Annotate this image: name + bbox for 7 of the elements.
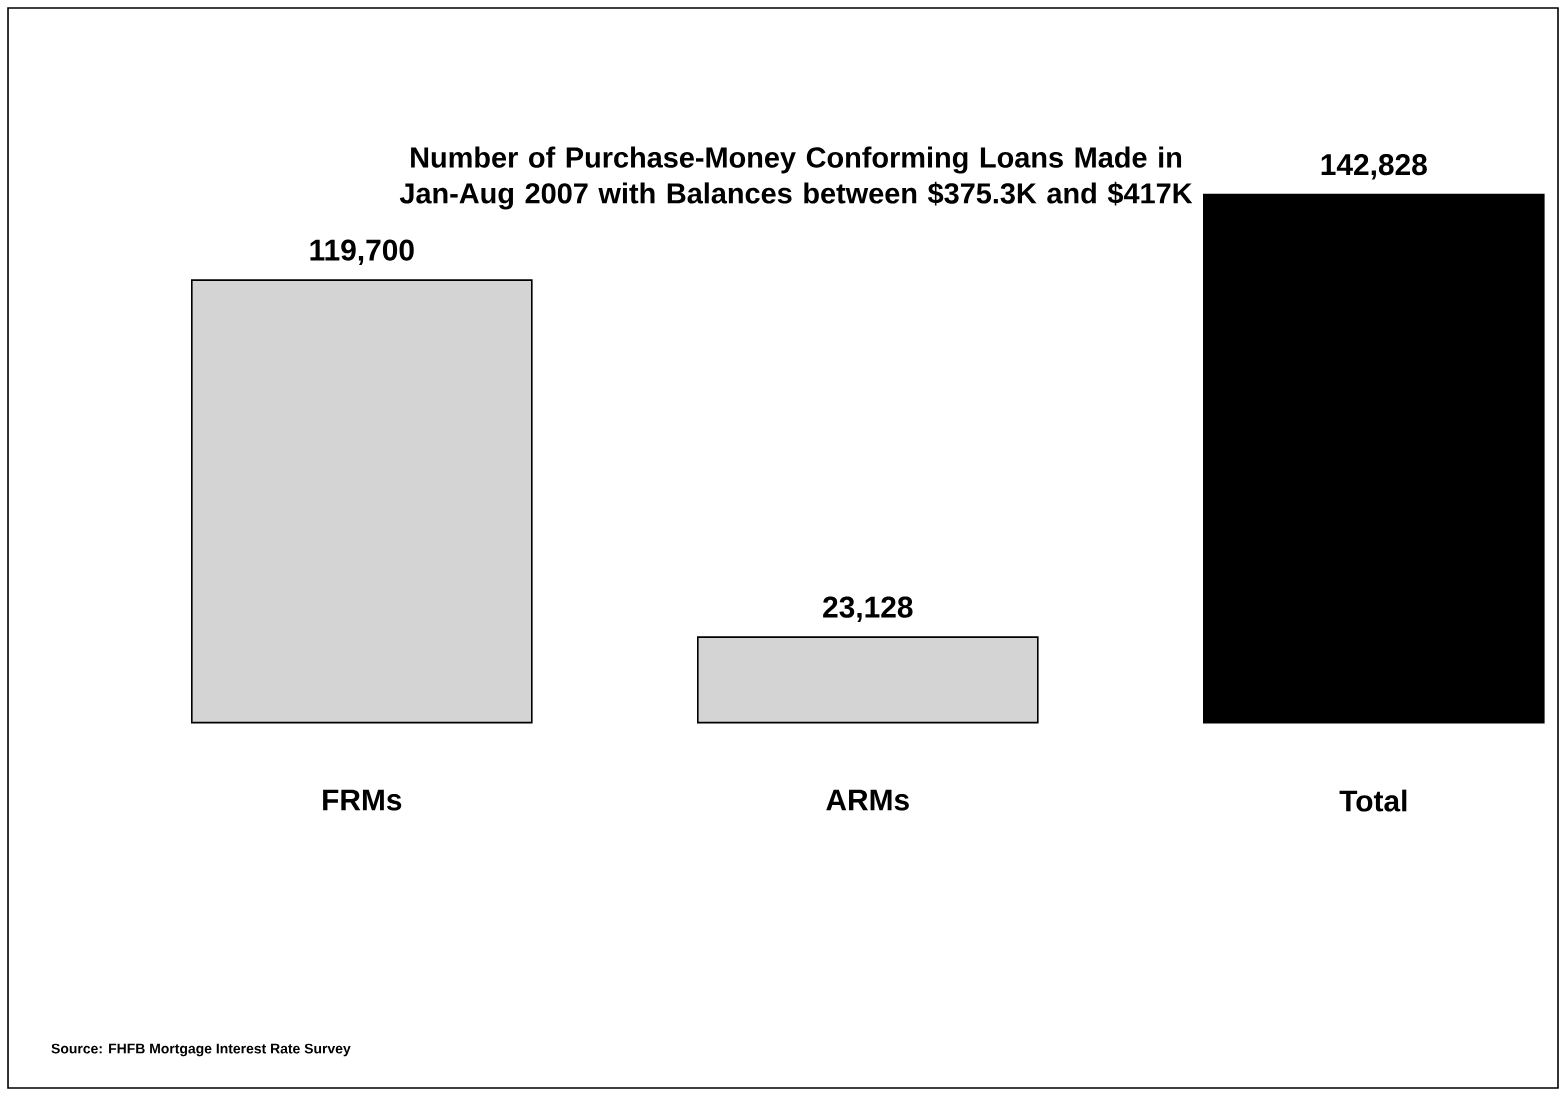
x-tick-label: FRMs — [323, 789, 402, 811]
data-label: 142,828 — [1321, 154, 1427, 180]
data-label: 119,700 — [310, 239, 414, 266]
x-tick-label: ARMs — [826, 789, 909, 811]
chart-title: Number of Purchase-Money Conforming Loans Made in Jan-Aug 2007 with Balances between $375.3K and $417K — [399, 146, 1193, 210]
x-tick-label: Total — [1339, 789, 1407, 812]
data-label: 23,128 — [823, 596, 913, 623]
